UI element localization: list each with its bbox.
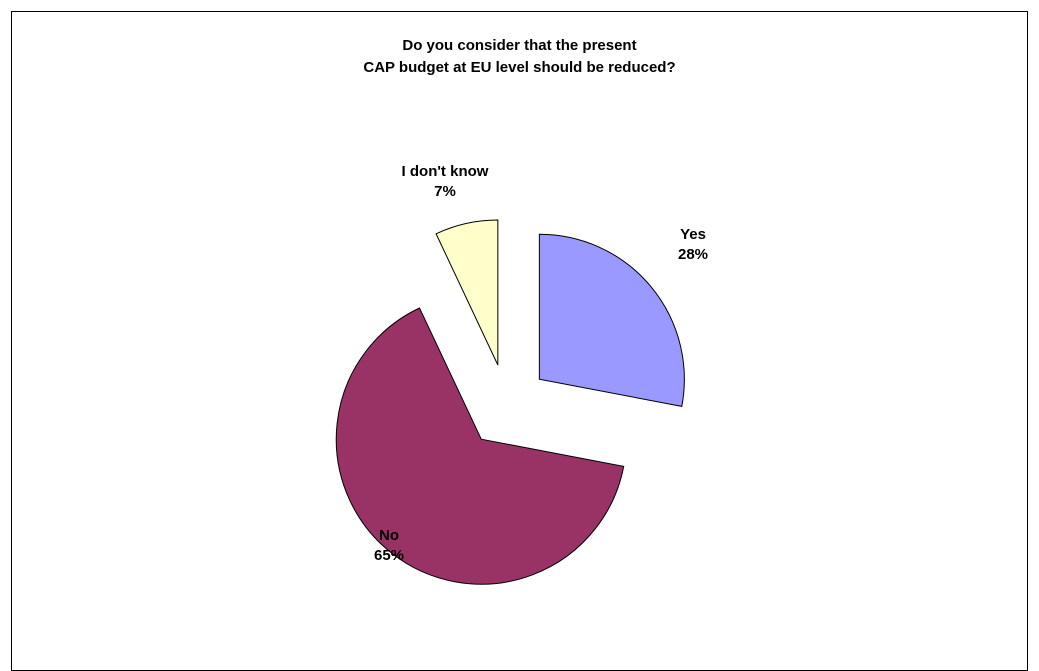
- pie-slice-i-don-t-know: [435, 219, 499, 366]
- slice-label-name: I don't know: [402, 163, 489, 180]
- pie-slice-no: [335, 307, 625, 585]
- chart-title: Do you consider that the present CAP bud…: [0, 35, 1039, 79]
- slice-label-percent: 7%: [434, 183, 456, 200]
- slice-label-name: No: [379, 527, 399, 544]
- slice-label-percent: 28%: [678, 246, 708, 263]
- slice-label-percent: 65%: [374, 547, 404, 564]
- chart-title-line-2: CAP budget at EU level should be reduced…: [363, 59, 676, 76]
- pie-slice-yes: [538, 233, 685, 407]
- chart-title-line-1: Do you consider that the present: [402, 37, 637, 54]
- slice-label-name: Yes: [680, 226, 706, 243]
